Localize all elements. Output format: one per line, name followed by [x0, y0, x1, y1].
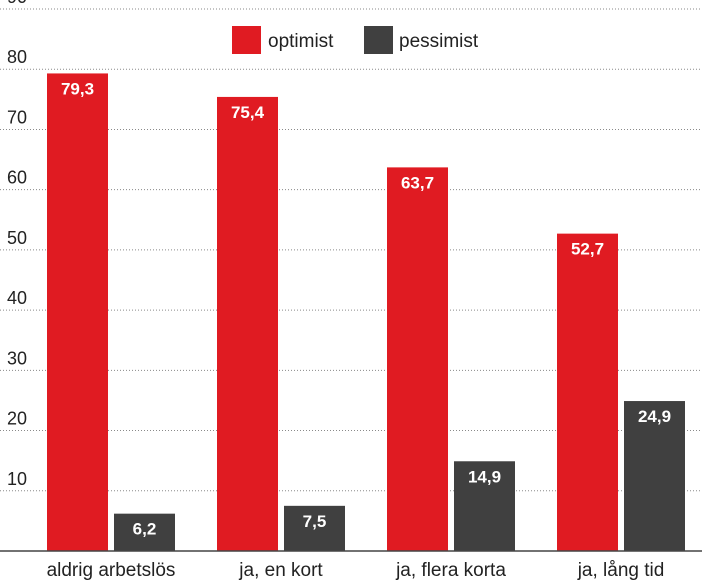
- bar-value-optimist-aldrig-arbetslös: 79,3: [61, 79, 94, 98]
- y-tick-label-70: 70: [7, 107, 27, 127]
- bar-optimist-ja-flera-korta: [387, 167, 448, 551]
- bar-value-labels: 79,3 6,2 75,4 7,5 63,7 14,9 52,7 24,9: [61, 79, 671, 538]
- y-tick-label-20: 20: [7, 409, 27, 429]
- bar-optimist-ja-lång-tid: [557, 233, 618, 551]
- legend-swatch-optimist: [232, 26, 261, 54]
- y-tick-label-10: 10: [7, 469, 27, 489]
- legend-swatch-pessimist: [364, 26, 393, 54]
- bars: [47, 73, 685, 552]
- y-tick-label-50: 50: [7, 228, 27, 248]
- bar-value-pessimist-ja-en-kort: 7,5: [303, 512, 327, 531]
- bar-value-pessimist-aldrig-arbetslös: 6,2: [133, 520, 157, 539]
- bar-value-pessimist-ja-lång-tid: 24,9: [638, 407, 671, 426]
- x-axis-categories: aldrig arbetslös ja, en kort ja, flera kor…: [47, 560, 665, 580]
- bar-optimist-ja-en-kort: [217, 96, 278, 552]
- y-tick-label-90: 90: [7, 0, 27, 7]
- y-tick-label-60: 60: [7, 168, 27, 188]
- bar-value-pessimist-ja-flera-korta: 14,9: [468, 467, 501, 486]
- x-category-label-ja-flera-korta: ja, flera korta: [395, 560, 506, 580]
- legend: optimist pessimist: [232, 26, 479, 54]
- y-axis-ticks: 10 20 30 40 50 60 70 80 90: [7, 0, 27, 489]
- legend-label-pessimist: pessimist: [399, 31, 479, 52]
- legend-label-optimist: optimist: [268, 31, 334, 52]
- x-category-label-ja-lång-tid: ja, lång tid: [577, 560, 665, 580]
- bar-value-optimist-ja-en-kort: 75,4: [231, 103, 265, 122]
- x-category-label-aldrig-arbetslös: aldrig arbetslös: [47, 560, 176, 580]
- bar-pessimist-ja-flera-korta: [454, 461, 515, 551]
- bar-value-optimist-ja-lång-tid: 52,7: [571, 240, 604, 259]
- y-tick-label-80: 80: [7, 47, 27, 67]
- bar-pessimist-ja-en-kort: [284, 505, 345, 551]
- x-category-label-ja-en-kort: ja, en kort: [238, 560, 323, 580]
- bar-pessimist-ja-lång-tid: [624, 401, 685, 551]
- bar-pessimist-aldrig-arbetslös: [114, 513, 175, 551]
- y-tick-label-30: 30: [7, 348, 27, 368]
- y-tick-label-40: 40: [7, 288, 27, 308]
- bar-optimist-aldrig-arbetslös: [47, 73, 108, 551]
- bar-value-optimist-ja-flera-korta: 63,7: [401, 173, 434, 192]
- gridlines: [0, 8, 702, 492]
